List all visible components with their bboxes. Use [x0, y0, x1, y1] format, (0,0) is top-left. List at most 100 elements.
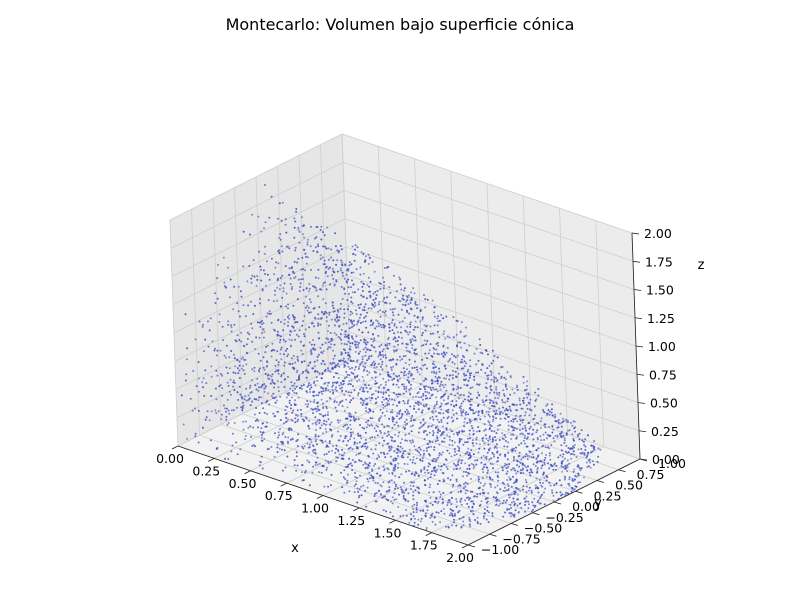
scatter-point: [402, 450, 405, 453]
scatter-point: [552, 437, 555, 440]
scatter-point: [527, 393, 530, 396]
scatter-point: [437, 456, 440, 459]
scatter-point: [258, 250, 261, 253]
scatter-point: [549, 484, 552, 487]
scatter-point: [327, 369, 330, 372]
scatter-point: [236, 367, 239, 370]
scatter-point: [433, 516, 436, 519]
scatter-point: [312, 285, 315, 288]
scatter-point: [385, 510, 388, 513]
scatter-point: [296, 445, 299, 447]
scatter-point: [459, 490, 462, 493]
scatter-point: [361, 404, 364, 406]
scatter-point: [290, 339, 293, 342]
scatter-point: [391, 319, 394, 321]
scatter-point: [300, 384, 303, 387]
scatter-point: [485, 455, 488, 458]
scatter-point: [304, 328, 307, 331]
scatter-point: [309, 391, 311, 393]
scatter-point: [287, 428, 290, 430]
scatter-point: [399, 393, 402, 396]
scatter-point: [349, 435, 352, 438]
scatter-point: [348, 261, 351, 264]
scatter-point: [407, 492, 410, 495]
scatter-point: [348, 327, 351, 330]
scatter-point: [452, 336, 455, 339]
scatter-point: [405, 514, 408, 517]
scatter-point: [336, 419, 339, 422]
scatter-point: [504, 501, 507, 504]
scatter-point: [488, 449, 491, 452]
scatter-point: [340, 454, 343, 457]
scatter-point: [417, 487, 420, 490]
scatter-point: [537, 447, 540, 450]
scatter-point: [373, 339, 376, 342]
scatter-point: [476, 520, 479, 523]
scatter-point: [504, 385, 507, 388]
scatter-point: [397, 445, 400, 448]
scatter-point: [479, 351, 482, 354]
scatter-point: [413, 339, 415, 342]
scatter-point: [371, 468, 373, 471]
scatter-point: [247, 304, 250, 307]
x-tick-mark: [244, 470, 251, 475]
scatter-point: [513, 503, 516, 506]
scatter-point: [406, 343, 409, 346]
scatter-point: [288, 391, 291, 394]
scatter-point: [469, 374, 472, 377]
scatter-point: [264, 372, 267, 375]
scatter-point: [444, 458, 447, 461]
scatter-point: [522, 439, 525, 442]
scatter-point: [301, 372, 304, 375]
scatter-point: [436, 483, 439, 485]
scatter-point: [369, 417, 372, 420]
scatter-point: [264, 221, 267, 224]
scatter-point: [340, 359, 343, 362]
scatter-point: [454, 450, 457, 453]
scatter-point: [402, 496, 405, 498]
scatter-point: [329, 370, 332, 373]
scatter-point: [283, 364, 286, 367]
scatter-point: [325, 387, 328, 390]
scatter-point: [331, 274, 334, 277]
scatter-point: [401, 413, 404, 415]
scatter-point: [344, 478, 347, 480]
scatter-point: [280, 219, 283, 222]
scatter-point: [468, 400, 471, 403]
scatter-point: [492, 496, 495, 499]
scatter-point: [338, 250, 340, 253]
scatter-point: [292, 304, 295, 307]
scatter-point: [286, 440, 289, 443]
scatter-point: [358, 328, 360, 331]
scatter-point: [483, 508, 486, 511]
scatter-point: [458, 517, 461, 520]
scatter-point: [451, 383, 454, 386]
scatter-point: [296, 438, 299, 441]
scatter-point: [370, 474, 373, 477]
scatter-point: [324, 281, 327, 284]
scatter-point: [233, 389, 236, 391]
scatter-point: [432, 332, 434, 335]
scatter-point: [501, 502, 504, 505]
scatter-point: [468, 497, 471, 500]
scatter-point: [242, 265, 245, 268]
scatter-point: [515, 436, 518, 439]
scatter-point: [503, 486, 506, 489]
scatter-point: [325, 247, 328, 250]
scatter-point: [409, 301, 412, 304]
scatter-point: [586, 434, 589, 437]
scatter-point: [416, 368, 419, 371]
scatter-point: [442, 399, 445, 402]
scatter-point: [303, 445, 306, 448]
scatter-point: [519, 403, 522, 406]
scatter-point: [246, 280, 249, 283]
scatter-point: [280, 348, 282, 351]
scatter-point: [340, 471, 342, 474]
scatter-point: [576, 465, 579, 468]
scatter-point: [399, 486, 402, 489]
scatter-point: [369, 477, 371, 480]
scatter-point: [320, 225, 323, 228]
scatter-point: [322, 245, 325, 248]
scatter-point: [530, 469, 533, 472]
scatter-point: [186, 437, 189, 440]
